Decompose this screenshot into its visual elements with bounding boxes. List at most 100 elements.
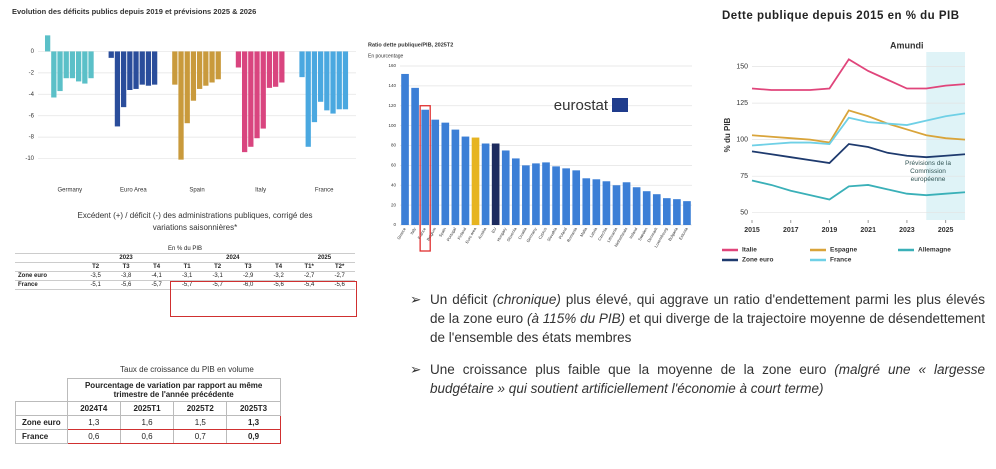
- table-cell: -6,0: [232, 280, 264, 290]
- bar: [57, 51, 63, 92]
- bar: [190, 51, 197, 101]
- bar: [622, 182, 631, 225]
- y-tick-label: -8: [29, 135, 35, 141]
- y-tick-label: 160: [388, 63, 396, 68]
- bar: [203, 51, 209, 86]
- x-tick-label: 2017: [783, 227, 799, 234]
- bullet-text: (malgré une « largesse budgétaire » qui …: [430, 362, 985, 396]
- x-tick-label: Sweden: [637, 227, 649, 242]
- bar: [139, 51, 145, 85]
- table-header: T2*: [324, 262, 355, 272]
- bar: [562, 168, 570, 225]
- table-cell: Zone euro: [15, 415, 68, 430]
- table-row: En % du PIB: [15, 245, 355, 254]
- y-tick-label: 150: [736, 63, 748, 70]
- bar: [411, 87, 419, 225]
- table-header: 2025T1: [119, 401, 175, 416]
- bar: [273, 51, 279, 87]
- bar: [683, 201, 691, 225]
- table-cell: -5,1: [80, 280, 111, 290]
- y-axis-label: % du PIB: [723, 117, 732, 152]
- x-tick-label: Czechia: [597, 226, 609, 242]
- y-tick-label: 50: [740, 210, 748, 217]
- deficit-table-wrap: En % du PIB 2023 2024 2025 T2 T3 T4 T1 T2 T3 T4 T1*…: [15, 245, 355, 290]
- bar: [197, 51, 203, 89]
- table-cell: -5,6: [110, 280, 142, 290]
- table-cell: En % du PIB: [15, 245, 355, 254]
- table-cell: [15, 401, 68, 416]
- x-tick-label: 2021: [860, 227, 876, 234]
- y-tick-label: 125: [736, 100, 748, 107]
- x-tick-label: Italy: [255, 188, 266, 194]
- x-tick-label: Finland: [456, 227, 467, 241]
- table-row: Zone euro 1,3 1,6 1,5 1,3: [15, 415, 281, 430]
- chart-title: Evolution des déficits publics depuis 20…: [12, 7, 256, 16]
- bullets: Un déficit (chronique) plus élevé, qui a…: [410, 290, 985, 411]
- bar: [663, 198, 671, 225]
- table-cell: 1,5: [173, 415, 228, 430]
- y-tick-label: -6: [29, 113, 35, 119]
- bar: [461, 136, 470, 225]
- bar: [63, 51, 69, 79]
- table-cell: 0,7: [173, 429, 228, 444]
- table-cell: France: [15, 280, 81, 290]
- table-cell: 1,3: [226, 415, 281, 430]
- table-header: 2025T2: [173, 401, 228, 416]
- x-tick-label: Bulgaria: [667, 226, 679, 242]
- deficit-table: En % du PIB 2023 2024 2025 T2 T3 T4 T1 T2 T3 T4 T1*…: [15, 245, 355, 290]
- bar: [317, 51, 324, 102]
- highlight-box: [419, 105, 431, 252]
- bar: [336, 51, 342, 110]
- table-cell: -5,7: [171, 280, 203, 290]
- bar: [145, 51, 152, 86]
- bar: [602, 181, 611, 225]
- bar: [76, 51, 82, 82]
- table-row: 2023 2024 2025: [15, 253, 355, 263]
- table-cell: 0,9: [226, 429, 281, 444]
- table-cell: -5,7: [202, 280, 233, 290]
- bar: [481, 143, 490, 225]
- table-row: France 0,6 0,6 0,7 0,9: [15, 429, 281, 444]
- bar: [305, 51, 311, 147]
- table-cell: [15, 262, 81, 272]
- line: [751, 58, 966, 91]
- y-tick-label: 40: [391, 182, 397, 187]
- table-header: T2: [202, 262, 233, 272]
- table-cell: -2,7: [324, 271, 355, 281]
- y-tick-label: 120: [388, 103, 396, 108]
- table-header: T2: [80, 262, 111, 272]
- bar: [88, 51, 94, 79]
- highlight-box: [170, 281, 357, 317]
- bar: [511, 158, 520, 225]
- bar: [82, 51, 88, 84]
- y-tick-label: 0: [393, 222, 396, 227]
- table-cell: -3,1: [171, 271, 203, 281]
- bar: [642, 191, 651, 225]
- y-tick-label: 60: [391, 163, 397, 168]
- y-tick-label: -10: [25, 156, 34, 162]
- y-tick-label: 20: [391, 202, 397, 207]
- table-header: Pourcentage de variation par rapport au …: [66, 378, 281, 402]
- bullet-text: (chronique): [492, 292, 561, 307]
- table-row: Zone euro -3,5 -3,8 -4,1 -3,1 -3,1 -2,9 -3,2 -2,…: [15, 271, 355, 281]
- deficit-caption: Excédent (+) / déficit (-) des administr…: [77, 211, 313, 232]
- x-tick-label: Cyprus: [537, 227, 548, 240]
- table-cell: -4,1: [141, 271, 172, 281]
- table-cell: -3,5: [80, 271, 111, 281]
- bar: [266, 51, 273, 88]
- table-cell: 0,6: [66, 429, 121, 444]
- bullet: Une croissance plus faible que la moyenn…: [410, 360, 985, 398]
- x-tick-label: Croatia: [517, 226, 528, 240]
- bullet-text: Une croissance plus faible que la moyenn…: [430, 362, 835, 377]
- bar: [324, 51, 330, 111]
- y-tick-label: -4: [29, 92, 35, 98]
- table-cell: France: [15, 429, 68, 444]
- table-cell: 1,3: [66, 415, 121, 430]
- bullet-text: et qui diverge de la trajectoire moyenne…: [430, 311, 985, 345]
- bar: [127, 51, 133, 90]
- x-tick-label: 2023: [899, 227, 915, 234]
- table-header: T4: [141, 262, 172, 272]
- bar: [441, 122, 450, 225]
- x-tick-label: Estonia: [678, 226, 689, 241]
